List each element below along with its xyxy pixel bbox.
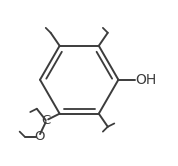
Text: OH: OH [135, 73, 157, 87]
Text: C: C [41, 114, 50, 127]
Text: O: O [34, 130, 44, 143]
